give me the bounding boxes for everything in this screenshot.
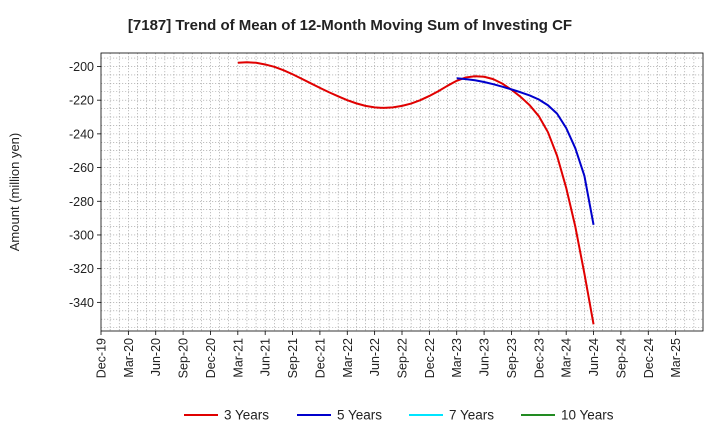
plot-area-frame [100, 52, 704, 332]
x-tick-label: Jun-24 [587, 338, 601, 376]
x-tick-label: Jun-23 [478, 338, 492, 376]
x-tick-label: Dec-20 [204, 338, 218, 378]
x-axis-ticks: Dec-19 Mar-20 Jun-20 Sep-20 Dec-20 Mar-21 Jun-… [95, 331, 683, 378]
x-tick-label: Jun-22 [368, 338, 382, 376]
legend-label: 5 Years [337, 408, 382, 423]
x-tick-label: Sep-24 [614, 338, 628, 378]
y-tick-label: -240 [69, 127, 94, 141]
x-tick-label: Mar-20 [122, 338, 136, 378]
x-tick-label: Mar-24 [560, 338, 574, 378]
x-tick-label: Dec-21 [313, 338, 327, 378]
legend: 3 Years 5 Years 7 Years 10 Years [184, 408, 614, 423]
x-tick-label: Sep-22 [396, 338, 410, 378]
y-tick-label: -200 [69, 60, 94, 74]
x-tick-label: Dec-24 [642, 338, 656, 378]
y-tick-label: -320 [69, 262, 94, 276]
y-tick-label: -220 [69, 94, 94, 108]
legend-label: 10 Years [561, 408, 614, 423]
legend-label: 7 Years [449, 408, 494, 423]
y-tick-label: -260 [69, 161, 94, 175]
y-axis-ticks: -200 -220 -240 -260 -280 -300 -320 -340 [69, 60, 101, 310]
x-tick-label: Dec-22 [423, 338, 437, 378]
legend-label: 3 Years [224, 408, 269, 423]
y-tick-label: -300 [69, 228, 94, 242]
x-tick-label: Dec-19 [95, 338, 109, 378]
series-line-3-years [237, 61, 595, 325]
series-line-5-years [456, 77, 595, 226]
x-tick-label: Jun-21 [259, 338, 273, 376]
series-lines [237, 61, 595, 325]
chart-title: [7187] Trend of Mean of 12-Month Moving … [128, 17, 572, 34]
x-tick-label: Mar-21 [231, 338, 245, 378]
x-tick-label: Sep-23 [505, 338, 519, 378]
grid-lines [101, 53, 703, 331]
x-tick-label: Dec-23 [532, 338, 546, 378]
y-axis-label: Amount (million yen) [7, 133, 22, 252]
x-tick-label: Jun-20 [149, 338, 163, 376]
y-tick-label: -340 [69, 296, 94, 310]
x-tick-label: Mar-23 [450, 338, 464, 378]
x-tick-label: Mar-25 [669, 338, 683, 378]
x-tick-label: Sep-20 [177, 338, 191, 378]
x-tick-label: Mar-22 [341, 338, 355, 378]
x-tick-label: Sep-21 [286, 338, 300, 378]
y-tick-label: -280 [69, 195, 94, 209]
